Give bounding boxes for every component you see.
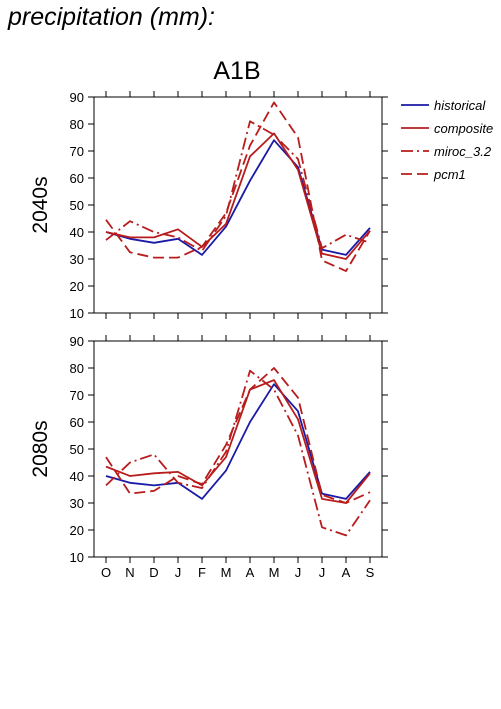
y-tick-label: 30 (70, 252, 84, 267)
series-line-miroc-3-2 (105, 369, 371, 537)
panel-label: 2040s (29, 176, 52, 233)
panel-2040s: 10 20 30 40 50 60 70 80 90 2040s (29, 90, 388, 321)
y-tick-label: 90 (70, 90, 84, 105)
y-tick-label: 20 (70, 523, 84, 538)
y-tick-label: 80 (70, 117, 84, 132)
x-tick-label: N (125, 565, 134, 580)
legend-label: miroc_3.2 (434, 144, 492, 159)
series-line-composite (105, 132, 371, 260)
y-tick-label: 50 (70, 198, 84, 213)
y-tick-label: 70 (70, 144, 84, 159)
series-line-pcm1 (105, 367, 371, 504)
y-tick-label: 20 (70, 279, 84, 294)
y-tick-label: 60 (70, 171, 84, 186)
chart-title: A1B (213, 57, 260, 85)
x-tick-label: A (246, 565, 255, 580)
x-tick-label: O (101, 565, 111, 580)
series-line-historical (105, 139, 371, 256)
chart-legend: historical composite miroc_3.2 pcm1 (401, 98, 493, 182)
x-tick-label: J (295, 565, 302, 580)
chart-panels: 10 20 30 40 50 60 70 80 90 2040s 10 20 30 40 50 60 70 80 9… (29, 90, 388, 580)
y-tick-label: 50 (70, 442, 84, 457)
y-tick-label: 10 (70, 550, 84, 565)
x-tick-label: J (175, 565, 182, 580)
x-tick-label: A (342, 565, 351, 580)
legend-label: historical (434, 98, 486, 113)
y-tick-label: 40 (70, 469, 84, 484)
y-tick-label: 70 (70, 388, 84, 403)
y-tick-label: 10 (70, 306, 84, 321)
y-tick-label: 60 (70, 415, 84, 430)
y-tick-label: 40 (70, 225, 84, 240)
x-tick-label: F (198, 565, 206, 580)
x-tick-label: D (149, 565, 158, 580)
legend-label: pcm1 (433, 167, 466, 182)
series-line-historical (105, 383, 371, 500)
y-tick-label: 90 (70, 334, 84, 349)
y-tick-label: 30 (70, 496, 84, 511)
series-line-miroc-3-2 (105, 120, 371, 252)
legend-label: composite (434, 121, 493, 136)
y-tick-label: 80 (70, 361, 84, 376)
x-tick-label: J (319, 565, 326, 580)
panel-label: 2080s (29, 420, 52, 477)
page-title: precipitation (mm): (8, 3, 215, 31)
x-tick-label: S (366, 565, 375, 580)
x-tick-label: M (221, 565, 232, 580)
plot-frame (93, 340, 383, 558)
series-line-pcm1 (105, 101, 371, 273)
x-tick-label: M (269, 565, 280, 580)
series-line-composite (105, 379, 371, 504)
